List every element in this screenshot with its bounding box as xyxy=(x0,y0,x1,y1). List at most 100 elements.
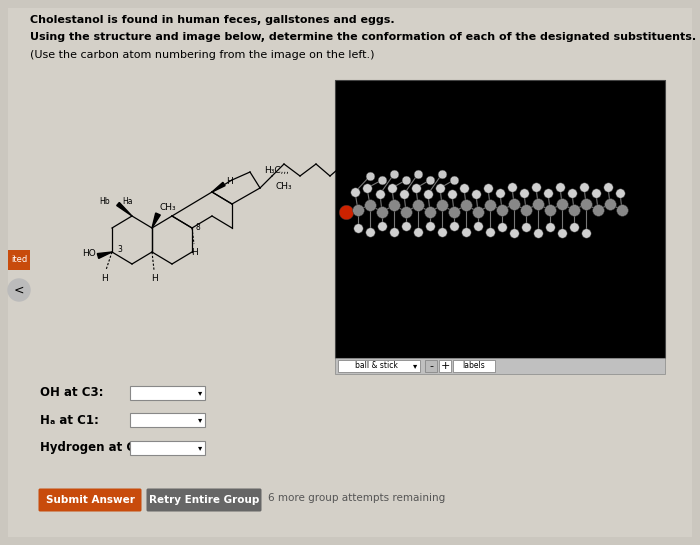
Point xyxy=(412,228,423,237)
Point xyxy=(377,222,388,231)
Text: H: H xyxy=(190,248,197,257)
Polygon shape xyxy=(97,252,112,258)
Text: Submit Answer: Submit Answer xyxy=(46,495,134,505)
Point xyxy=(470,190,482,198)
Point xyxy=(473,208,484,216)
Polygon shape xyxy=(212,183,225,192)
Point xyxy=(389,201,400,209)
Point xyxy=(542,189,554,197)
Point xyxy=(436,201,447,209)
Point xyxy=(365,201,376,209)
Polygon shape xyxy=(117,203,132,216)
Point xyxy=(447,190,458,198)
Point xyxy=(484,201,496,209)
Text: H₃C,,,: H₃C,,, xyxy=(264,166,289,174)
Point xyxy=(520,223,531,232)
Point xyxy=(386,184,398,192)
FancyBboxPatch shape xyxy=(38,488,141,512)
Point xyxy=(412,169,423,178)
FancyBboxPatch shape xyxy=(130,413,205,427)
Point xyxy=(533,229,544,238)
FancyBboxPatch shape xyxy=(130,441,205,455)
Point xyxy=(496,205,507,214)
Point xyxy=(412,201,423,209)
Text: ▾: ▾ xyxy=(198,444,202,452)
Text: ▾: ▾ xyxy=(198,415,202,425)
Text: H: H xyxy=(101,274,107,283)
Text: +: + xyxy=(440,361,449,371)
FancyBboxPatch shape xyxy=(8,250,30,270)
Text: (Use the carbon atom numbering from the image on the left.): (Use the carbon atom numbering from the … xyxy=(30,50,375,60)
Point xyxy=(389,228,400,237)
Text: Using the structure and image below, determine the conformation of each of the d: Using the structure and image below, det… xyxy=(30,32,696,42)
Point xyxy=(436,169,447,178)
Point xyxy=(578,183,589,191)
Point xyxy=(365,172,376,180)
Point xyxy=(449,175,460,184)
Text: H: H xyxy=(226,178,232,186)
Point xyxy=(592,205,603,214)
Point xyxy=(424,175,435,184)
Text: labels: labels xyxy=(463,361,485,371)
Point xyxy=(365,228,376,237)
Point xyxy=(410,184,421,192)
FancyBboxPatch shape xyxy=(425,360,437,372)
Point xyxy=(603,183,614,191)
Point xyxy=(340,208,351,216)
Point xyxy=(377,208,388,216)
FancyBboxPatch shape xyxy=(335,358,665,374)
Point xyxy=(554,183,566,191)
Point xyxy=(520,205,531,214)
Text: Hydrogen at C8:: Hydrogen at C8: xyxy=(40,441,148,455)
Point xyxy=(374,190,386,198)
Text: ▾: ▾ xyxy=(413,361,417,371)
Point xyxy=(568,205,580,214)
Point xyxy=(458,184,470,192)
FancyBboxPatch shape xyxy=(439,360,451,372)
Point xyxy=(352,205,363,214)
Point xyxy=(424,208,435,216)
Point xyxy=(580,229,592,238)
Point xyxy=(361,184,372,192)
FancyBboxPatch shape xyxy=(453,360,495,372)
Point xyxy=(556,229,568,238)
Text: OH at C3:: OH at C3: xyxy=(40,386,104,399)
Point xyxy=(349,187,360,196)
Text: H: H xyxy=(150,274,158,283)
FancyBboxPatch shape xyxy=(335,80,665,358)
Point xyxy=(482,184,493,192)
Point xyxy=(389,169,400,178)
Point xyxy=(519,189,530,197)
Point xyxy=(400,208,412,216)
Text: CH₃: CH₃ xyxy=(276,182,293,191)
FancyBboxPatch shape xyxy=(8,8,692,537)
Point xyxy=(435,184,446,192)
Text: CH₃: CH₃ xyxy=(160,203,176,212)
Point xyxy=(496,223,507,232)
Point xyxy=(461,201,472,209)
FancyBboxPatch shape xyxy=(146,488,262,512)
Point xyxy=(398,190,409,198)
Point xyxy=(436,228,447,237)
Point xyxy=(568,223,580,232)
Point xyxy=(580,199,592,208)
Point xyxy=(617,205,628,214)
Point xyxy=(400,175,412,184)
Text: Retry Entire Group: Retry Entire Group xyxy=(149,495,259,505)
Point xyxy=(461,228,472,237)
Circle shape xyxy=(8,279,30,301)
Point xyxy=(422,190,433,198)
Text: Ha: Ha xyxy=(122,197,132,207)
Point xyxy=(545,223,556,232)
FancyBboxPatch shape xyxy=(338,360,420,372)
Text: ball & stick: ball & stick xyxy=(355,361,398,371)
Text: 6 more group attempts remaining: 6 more group attempts remaining xyxy=(268,493,445,503)
Point xyxy=(449,222,460,231)
Point xyxy=(508,199,519,208)
Point xyxy=(508,229,519,238)
Point xyxy=(400,222,412,231)
Text: ited: ited xyxy=(11,256,27,264)
Point xyxy=(566,189,578,197)
Point xyxy=(531,183,542,191)
Point xyxy=(590,189,601,197)
